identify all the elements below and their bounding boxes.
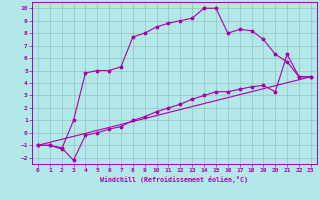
X-axis label: Windchill (Refroidissement éolien,°C): Windchill (Refroidissement éolien,°C) (100, 176, 248, 183)
